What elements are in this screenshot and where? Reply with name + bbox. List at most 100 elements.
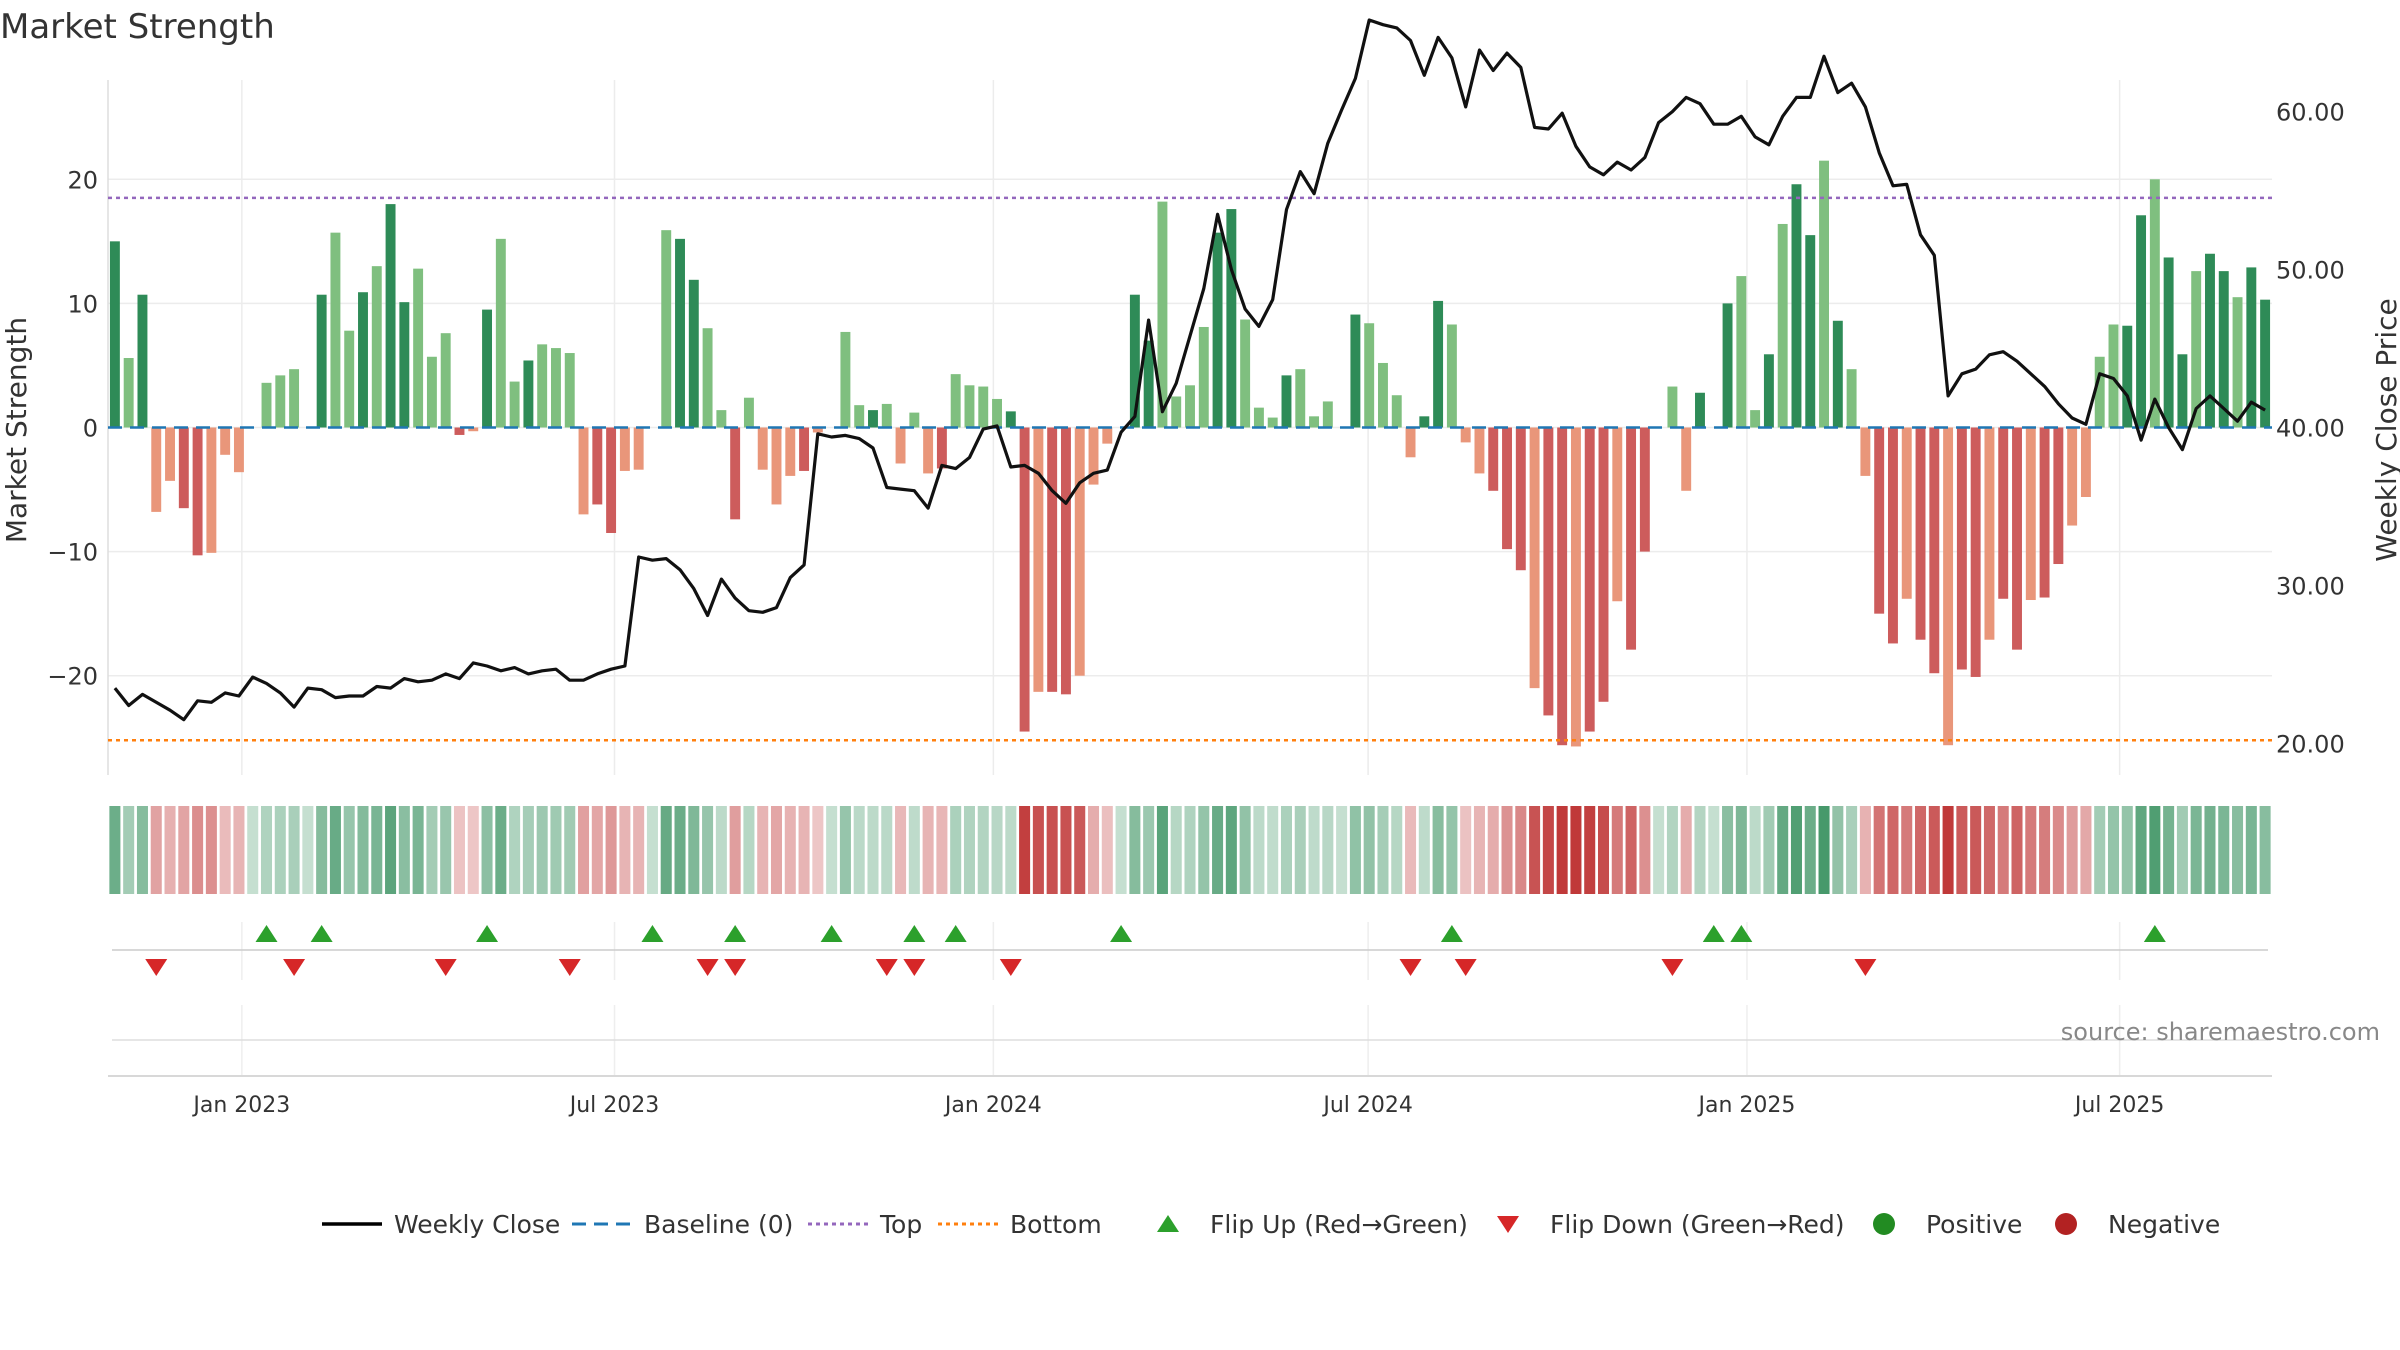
strength-band-cell	[219, 806, 231, 894]
strength-band-cell	[1735, 806, 1747, 894]
strength-bar	[730, 427, 741, 520]
strength-band-cell	[1983, 806, 1995, 894]
strength-bar	[2039, 427, 2050, 598]
strength-band-cell	[1570, 806, 1582, 894]
strength-band-cell	[2135, 806, 2147, 894]
x-tick-label: Jan 2024	[943, 1093, 1042, 1118]
strength-band-cell	[1694, 806, 1706, 894]
strength-band-cell	[123, 806, 135, 894]
strength-band-cell	[688, 806, 700, 894]
strength-band-cell	[1088, 806, 1100, 894]
legend-label: Negative	[2108, 1210, 2220, 1239]
strength-bar	[1557, 427, 1568, 746]
strength-band-cell	[1666, 806, 1678, 894]
strength-bar	[1350, 314, 1361, 428]
legend-swatch-flip-down	[1497, 1216, 1519, 1233]
flip-down-marker	[434, 959, 457, 976]
strength-bar	[440, 333, 451, 428]
legend-label: Top	[879, 1210, 922, 1239]
strength-bar	[1019, 427, 1030, 732]
strength-bar	[1405, 427, 1416, 458]
strength-bar	[371, 266, 382, 428]
strength-bar	[1943, 427, 1954, 746]
strength-band-cell	[991, 806, 1003, 894]
strength-band-cell	[2080, 806, 2092, 894]
strength-band-cell	[674, 806, 686, 894]
strength-band-cell	[743, 806, 755, 894]
flip-down-marker	[145, 959, 168, 976]
strength-bar	[1212, 232, 1223, 428]
strength-bar	[1143, 340, 1154, 428]
strength-bar	[1929, 427, 1940, 674]
strength-bar	[206, 427, 217, 553]
strength-band-cell	[1749, 806, 1761, 894]
strength-band-cell	[826, 806, 838, 894]
flip-up-marker	[641, 925, 664, 942]
strength-band-cell	[109, 806, 121, 894]
strength-band-cell	[2066, 806, 2078, 894]
flip-down-marker	[724, 959, 747, 976]
strength-band-cell	[867, 806, 879, 894]
strength-bar	[1598, 427, 1609, 702]
strength-band-cell	[1005, 806, 1017, 894]
source-credit: source: sharemaestro.com	[2061, 1018, 2380, 1046]
strength-band-cell	[1611, 806, 1623, 894]
flip-down-marker	[283, 959, 306, 976]
strength-bar	[2246, 267, 2257, 428]
y-tick-label-left: −10	[47, 539, 98, 567]
legend-label: Flip Down (Green→Red)	[1550, 1210, 1845, 1239]
x-tick-label: Jan 2023	[191, 1093, 290, 1118]
strength-bar	[633, 427, 644, 470]
strength-bar	[2012, 427, 2022, 650]
strength-bar	[716, 410, 727, 428]
strength-bar	[578, 427, 589, 515]
strength-band-cell	[2218, 806, 2230, 894]
strength-band-cell	[922, 806, 934, 894]
strength-bar	[1515, 427, 1526, 571]
strength-bar	[220, 427, 231, 455]
strength-band-cell	[1405, 806, 1417, 894]
strength-bar	[1047, 427, 1058, 692]
strength-band-cell	[839, 806, 851, 894]
strength-band-cell	[2025, 806, 2037, 894]
date-axis-panel: Jan 2023 Jul 2023 Jan 2024 Jul 2024 Jan 2025…	[108, 1005, 2272, 1118]
strength-band-cell	[1377, 806, 1389, 894]
strength-band-cell	[1115, 806, 1127, 894]
strength-bar	[482, 309, 493, 428]
strength-bar	[2260, 299, 2271, 428]
flip-up-marker	[820, 925, 843, 942]
strength-band-cell	[2039, 806, 2051, 894]
strength-bar	[2177, 354, 2188, 428]
strength-band-cell	[509, 806, 521, 894]
strength-band-cell	[2163, 806, 2175, 894]
strength-band-cell	[895, 806, 907, 894]
strength-bar	[923, 427, 934, 474]
strength-band-cell	[1542, 806, 1554, 894]
strength-bar	[2108, 324, 2119, 428]
strength-band-cell	[605, 806, 617, 894]
strength-bar	[1391, 395, 1402, 428]
strength-band-cell	[316, 806, 328, 894]
flip-down-marker	[1454, 959, 1477, 976]
legend-label: Baseline (0)	[644, 1210, 793, 1239]
flip-down-marker	[1854, 959, 1877, 976]
strength-bar	[771, 427, 782, 505]
flip-down-marker	[1661, 959, 1684, 976]
strength-bar	[178, 427, 189, 509]
strength-band-cell	[660, 806, 672, 894]
strength-band-cell	[1777, 806, 1789, 894]
flip-down-marker	[696, 959, 719, 976]
flip-down-marker	[1399, 959, 1422, 976]
strength-bar	[1378, 362, 1388, 428]
strength-band-cell	[1446, 806, 1458, 894]
flip-down-marker	[875, 959, 898, 976]
strength-band-cell	[1032, 806, 1044, 894]
strength-bar	[1088, 427, 1099, 485]
strength-band-cell	[757, 806, 769, 894]
y-tick-label-right: 50.00	[2276, 257, 2345, 285]
strength-band-cell	[578, 806, 590, 894]
strength-bar	[2136, 215, 2147, 428]
strength-bar	[1226, 209, 1237, 428]
strength-bar	[275, 375, 286, 428]
strength-band-cell	[619, 806, 631, 894]
